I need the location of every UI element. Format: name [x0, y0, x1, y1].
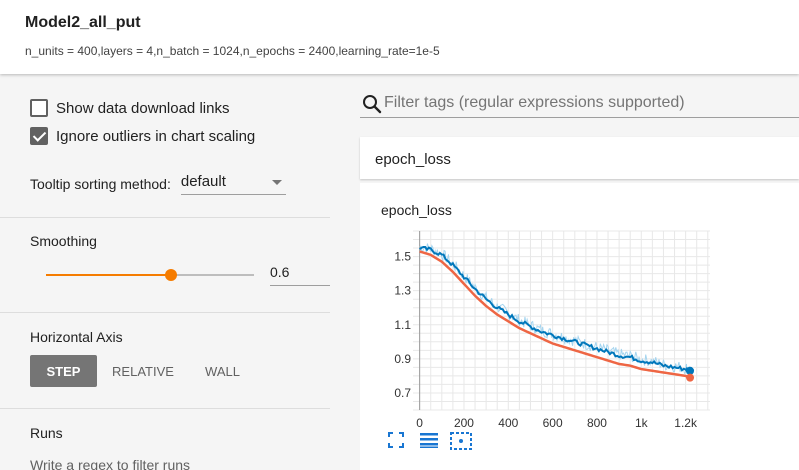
y-tick-label: 0.9: [394, 352, 411, 366]
tooltip-sorting-row: Tooltip sorting method: default: [30, 173, 286, 195]
tag-filter-placeholder: Filter tags (regular expressions support…: [384, 94, 685, 111]
x-tick-label: 400: [498, 416, 518, 430]
ignore-outliers-label: Ignore outliers in chart scaling: [56, 127, 256, 145]
series-raw-line: [419, 243, 691, 375]
ignore-outliers-option[interactable]: Ignore outliers in chart scaling: [30, 127, 255, 145]
y-tick-label: 1.3: [394, 284, 411, 298]
select-box-icon[interactable]: [450, 432, 472, 450]
x-tick-label: 0: [416, 416, 423, 430]
page-title: Model2_all_put: [25, 14, 141, 31]
axis-relative-button[interactable]: RELATIVE: [112, 363, 174, 379]
series-line-1: [419, 250, 691, 379]
y-tick-label: 0.7: [394, 386, 411, 400]
x-tick-label: 1.2k: [674, 416, 698, 430]
axis-step-button[interactable]: STEP: [30, 355, 97, 387]
sidebar: Show data download links Ignore outliers…: [0, 74, 330, 470]
show-download-links-label: Show data download links: [56, 99, 230, 117]
show-download-links-option[interactable]: Show data download links: [30, 99, 229, 117]
run-hyperparameters: n_units = 400,layers = 4,n_batch = 1024,…: [25, 44, 440, 58]
divider: [0, 408, 330, 409]
smoothing-label: Smoothing: [30, 233, 97, 249]
search-icon: [363, 95, 382, 114]
fit-domain-icon[interactable]: [388, 432, 404, 448]
chart-card: epoch_loss 0 200 400 600 800 1k 1.2k 0.7 0.9 1.1 1…: [360, 183, 799, 470]
divider: [0, 217, 330, 218]
divider: [0, 312, 330, 313]
y-tick-label: 1.1: [394, 318, 411, 332]
tag-filter-input[interactable]: Filter tags (regular expressions support…: [360, 91, 799, 118]
tooltip-sorting-value: default: [180, 173, 226, 190]
toggle-log-scale-icon[interactable]: [419, 432, 439, 448]
series-end-point-1: [686, 373, 695, 382]
tag-group-name: epoch_loss: [375, 151, 451, 168]
axis-wall-button[interactable]: WALL: [205, 363, 240, 379]
tooltip-sorting-label: Tooltip sorting method:: [30, 176, 171, 192]
runs-label: Runs: [30, 425, 63, 441]
main-panel: Filter tags (regular expressions support…: [330, 74, 799, 470]
smoothing-slider-thumb[interactable]: [165, 269, 177, 281]
series-end-point-0: [686, 366, 695, 375]
chevron-down-icon: [271, 180, 282, 185]
x-tick-label: 1k: [635, 416, 649, 430]
tooltip-sorting-select[interactable]: default: [180, 173, 286, 195]
smoothing-slider-fill: [46, 274, 171, 276]
series-line-0: [419, 245, 691, 375]
loss-chart[interactable]: 0 200 400 600 800 1k 1.2k 0.7 0.9 1.1 1.3 1.5: [360, 183, 799, 470]
ignore-outliers-checkbox[interactable]: [30, 127, 48, 145]
show-download-links-checkbox[interactable]: [30, 99, 48, 117]
x-tick-label: 600: [543, 416, 563, 430]
x-tick-label: 200: [454, 416, 474, 430]
runs-filter-input[interactable]: Write a regex to filter runs: [30, 457, 191, 470]
run-header: Model2_all_put n_units = 400,layers = 4,…: [0, 0, 799, 74]
chart-title: epoch_loss: [381, 202, 452, 218]
tag-group-header[interactable]: epoch_loss: [360, 137, 799, 179]
y-tick-label: 1.5: [394, 250, 411, 264]
x-tick-label: 800: [587, 416, 607, 430]
smoothing-input[interactable]: 0.6: [270, 264, 330, 286]
horizontal-axis-label: Horizontal Axis: [30, 329, 123, 345]
